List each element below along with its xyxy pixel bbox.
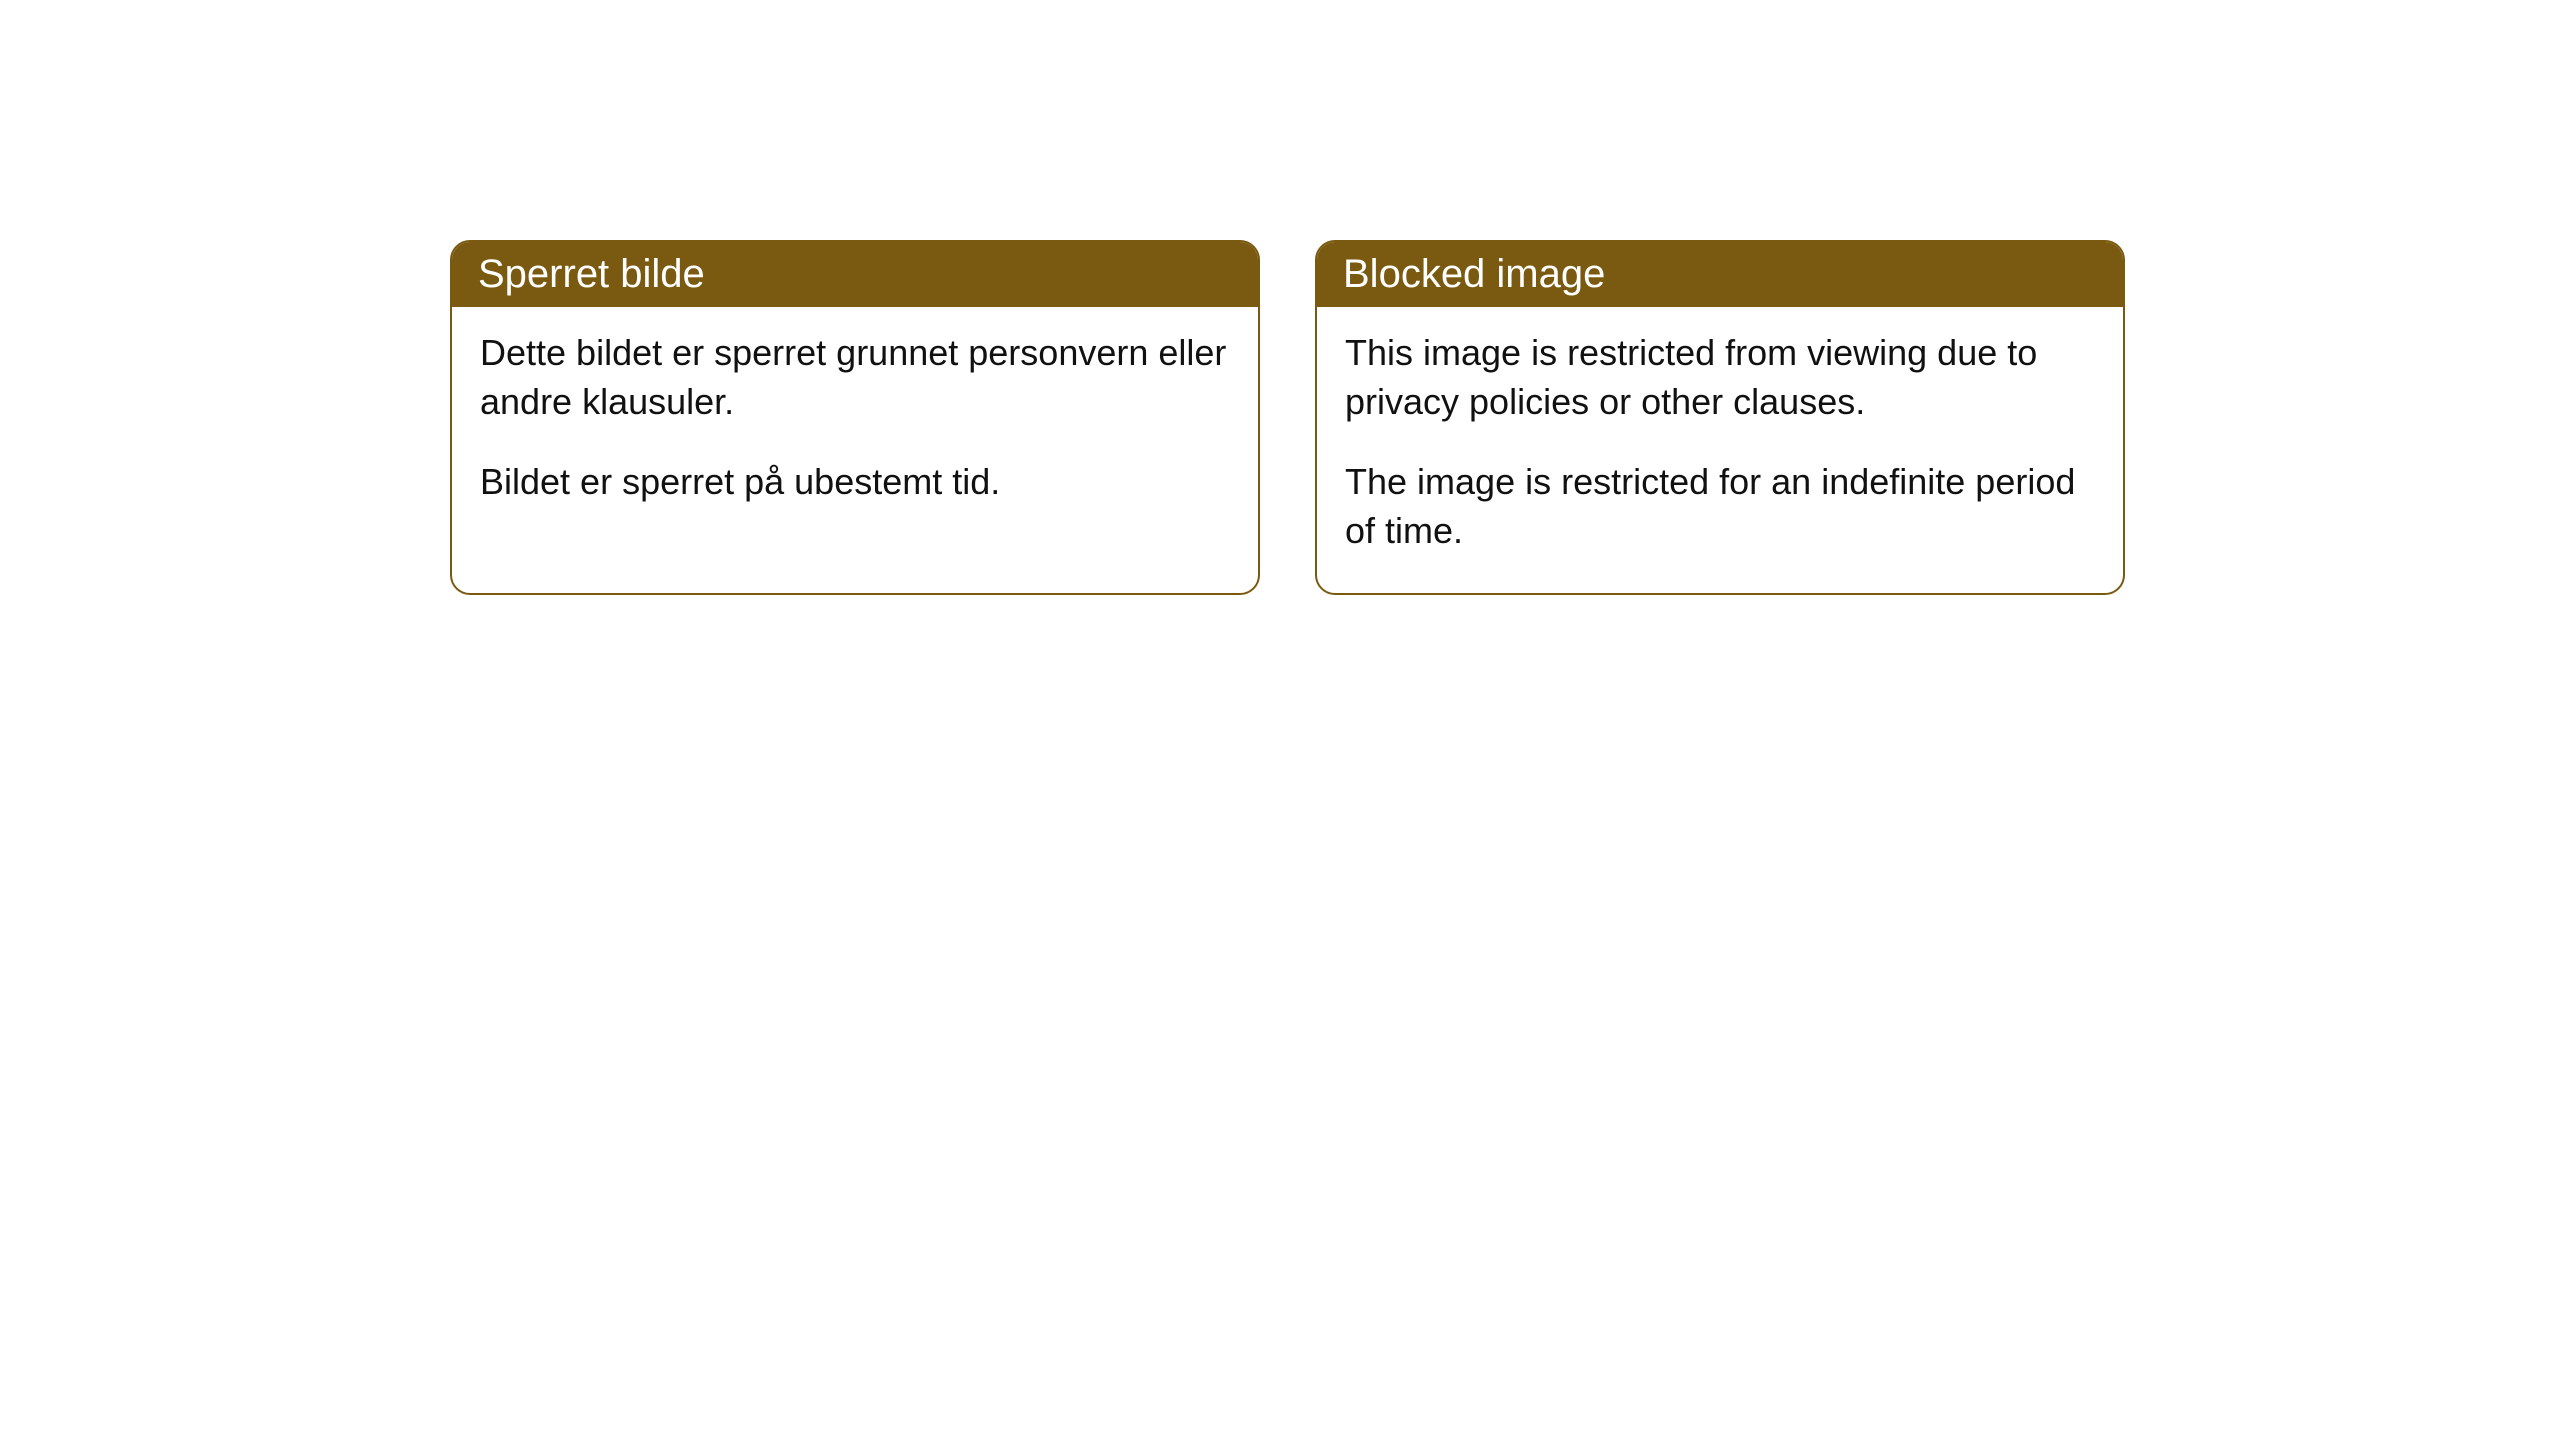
card-paragraph: Dette bildet er sperret grunnet personve… xyxy=(480,329,1230,426)
card-header: Blocked image xyxy=(1317,242,2123,307)
blocked-image-card-english: Blocked image This image is restricted f… xyxy=(1315,240,2125,595)
card-paragraph: Bildet er sperret på ubestemt tid. xyxy=(480,458,1230,507)
card-title: Blocked image xyxy=(1343,252,1605,296)
card-body: Dette bildet er sperret grunnet personve… xyxy=(452,307,1258,545)
card-header: Sperret bilde xyxy=(452,242,1258,307)
blocked-image-card-norwegian: Sperret bilde Dette bildet er sperret gr… xyxy=(450,240,1260,595)
card-paragraph: This image is restricted from viewing du… xyxy=(1345,329,2095,426)
card-title: Sperret bilde xyxy=(478,252,705,296)
card-paragraph: The image is restricted for an indefinit… xyxy=(1345,458,2095,555)
card-body: This image is restricted from viewing du… xyxy=(1317,307,2123,593)
cards-container: Sperret bilde Dette bildet er sperret gr… xyxy=(0,0,2560,595)
